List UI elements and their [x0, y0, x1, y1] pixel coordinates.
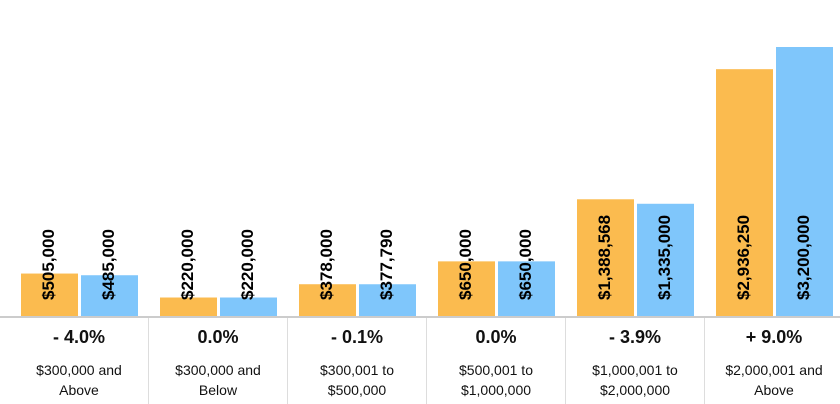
category-label: $2,000,001 and Above [725, 362, 823, 398]
bar [359, 284, 416, 316]
value-label: $3,200,000 [794, 215, 813, 300]
category-label: $300,001 to $500,000 [320, 362, 394, 398]
value-label: $378,000 [317, 229, 336, 300]
bar [299, 284, 356, 316]
value-label: $2,936,250 [734, 215, 753, 300]
change-label: + 9.0% [746, 327, 803, 347]
value-label: $220,000 [178, 229, 197, 300]
category-label: $1,000,001 to $2,000,000 [592, 362, 678, 398]
bar [160, 297, 217, 316]
value-label: $505,000 [39, 229, 58, 300]
bar [776, 47, 833, 316]
value-label: $485,000 [99, 229, 118, 300]
change-label: - 0.1% [331, 327, 383, 347]
value-label: $650,000 [516, 229, 535, 300]
bar [81, 275, 138, 316]
value-label: $1,335,000 [655, 215, 674, 300]
bar [438, 261, 495, 316]
category-label: $300,000 and Below [175, 362, 261, 398]
category-label: $300,000 and Above [36, 362, 122, 398]
bar [220, 297, 277, 316]
change-label: - 3.9% [609, 327, 661, 347]
value-label: $377,790 [377, 229, 396, 300]
bar [577, 199, 634, 316]
change-label: 0.0% [197, 327, 238, 347]
value-label: $220,000 [238, 229, 257, 300]
bar [637, 203, 694, 316]
bar [498, 261, 555, 316]
category-label: $500,001 to $1,000,000 [459, 362, 533, 398]
bar [716, 69, 773, 317]
change-label: - 4.0% [53, 327, 105, 347]
bar [21, 273, 78, 316]
value-label: $650,000 [456, 229, 475, 300]
change-label: 0.0% [475, 327, 516, 347]
value-label: $1,388,568 [595, 215, 614, 300]
